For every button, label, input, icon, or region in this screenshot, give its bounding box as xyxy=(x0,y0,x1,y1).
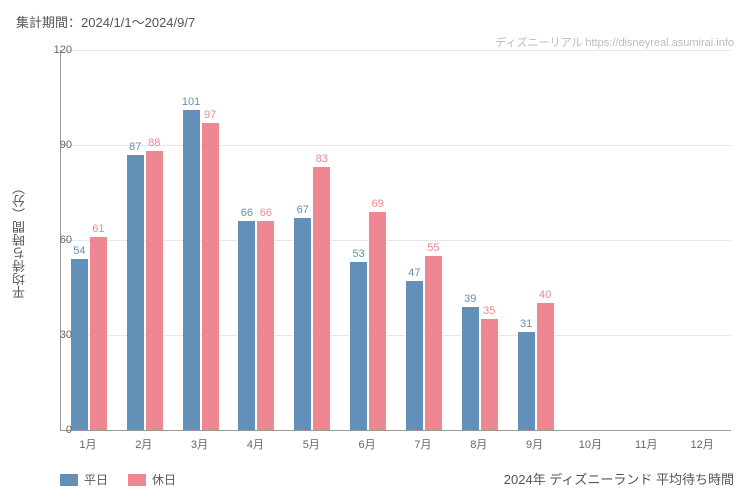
xtick-label: 4月 xyxy=(247,436,264,452)
ytick-label: 120 xyxy=(54,44,72,56)
xtick-label: 12月 xyxy=(690,436,713,452)
bar: 97 xyxy=(202,123,219,430)
xtick-label: 7月 xyxy=(414,436,431,452)
legend-swatch xyxy=(128,474,146,486)
bar-value-label: 87 xyxy=(129,141,141,155)
legend-item: 平日 xyxy=(60,471,108,488)
bar-value-label: 53 xyxy=(352,248,364,262)
legend-label: 休日 xyxy=(152,471,176,488)
bar-value-label: 67 xyxy=(297,204,309,218)
bar-value-label: 61 xyxy=(92,223,104,237)
xtick-label: 6月 xyxy=(359,436,376,452)
ytick-label: 0 xyxy=(66,424,72,436)
bar-value-label: 97 xyxy=(204,109,216,123)
bar-value-label: 88 xyxy=(148,137,160,151)
bar-value-label: 54 xyxy=(73,245,85,259)
bar-value-label: 47 xyxy=(408,267,420,281)
xtick-label: 5月 xyxy=(303,436,320,452)
xtick-label: 2月 xyxy=(135,436,152,452)
xtick-label: 9月 xyxy=(526,436,543,452)
bar: 35 xyxy=(481,319,498,430)
gridline xyxy=(61,145,731,146)
bar-value-label: 101 xyxy=(182,96,200,110)
xtick-label: 3月 xyxy=(191,436,208,452)
bar: 66 xyxy=(257,221,274,430)
ytick-label: 30 xyxy=(60,329,72,341)
bar: 31 xyxy=(518,332,535,430)
bar: 69 xyxy=(369,212,386,431)
bar: 39 xyxy=(462,307,479,431)
legend-swatch xyxy=(60,474,78,486)
bar: 55 xyxy=(425,256,442,430)
bar-value-label: 66 xyxy=(241,207,253,221)
bar-value-label: 39 xyxy=(464,293,476,307)
xtick-label: 10月 xyxy=(579,436,602,452)
bar: 66 xyxy=(238,221,255,430)
bar-value-label: 31 xyxy=(520,318,532,332)
bar-value-label: 69 xyxy=(371,198,383,212)
chart-container: 集計期間：2024/1/1～2024/9/7 ディズニーリアル https://… xyxy=(0,0,750,500)
period-label: 集計期間：2024/1/1～2024/9/7 xyxy=(16,12,195,31)
bar: 53 xyxy=(350,262,367,430)
gridline xyxy=(61,50,731,51)
bar-value-label: 55 xyxy=(427,242,439,256)
plot-area: 5461878810197666667835369475539353140 xyxy=(60,50,731,431)
bar-value-label: 83 xyxy=(316,153,328,167)
bar: 54 xyxy=(71,259,88,430)
xtick-label: 8月 xyxy=(470,436,487,452)
bar: 61 xyxy=(90,237,107,430)
bar-value-label: 35 xyxy=(483,305,495,319)
bar: 88 xyxy=(146,151,163,430)
y-axis-label: 平均待ち時間（分） xyxy=(10,182,29,299)
xtick-label: 11月 xyxy=(635,436,657,452)
bar: 101 xyxy=(183,110,200,430)
credit-label: ディズニーリアル https://disneyreal.asumirai.inf… xyxy=(495,34,734,50)
ytick-label: 90 xyxy=(60,139,72,151)
bar: 47 xyxy=(406,281,423,430)
legend-item: 休日 xyxy=(128,471,176,488)
bar-value-label: 66 xyxy=(260,207,272,221)
ytick-label: 60 xyxy=(60,234,72,246)
legend-label: 平日 xyxy=(84,471,108,488)
legend: 平日 休日 xyxy=(60,471,176,488)
xtick-label: 1月 xyxy=(79,436,96,452)
bar: 83 xyxy=(313,167,330,430)
bar-value-label: 40 xyxy=(539,289,551,303)
footer-title: 2024年 ディズニーランド 平均待ち時間 xyxy=(504,469,734,488)
bar: 87 xyxy=(127,155,144,431)
bar: 40 xyxy=(537,303,554,430)
bar: 67 xyxy=(294,218,311,430)
